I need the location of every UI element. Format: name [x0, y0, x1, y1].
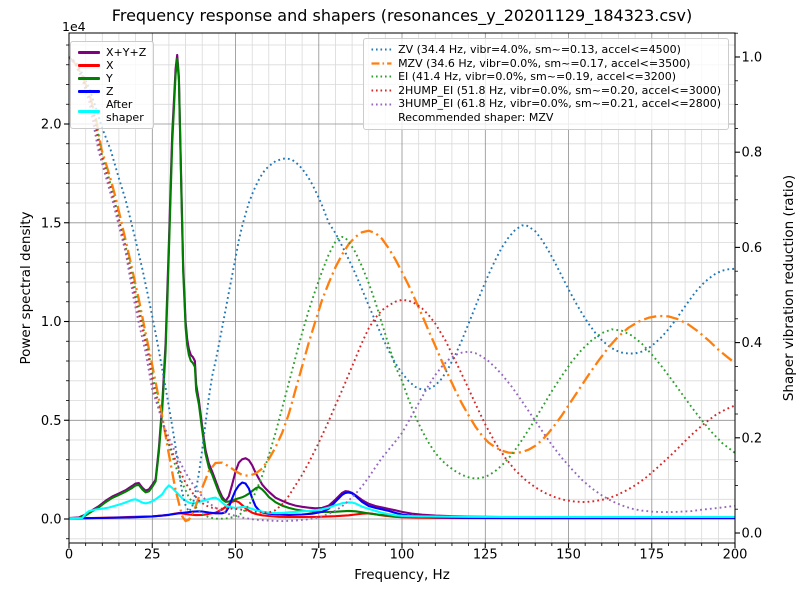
- legend-swatch-z: [78, 90, 100, 93]
- y-right-tick-label: 0.2: [742, 431, 763, 446]
- y-left-tick-label: 0.5: [41, 414, 62, 429]
- legend-item-y: Y: [78, 72, 146, 85]
- shaper-legend: ZV (34.4 Hz, vibr=4.0%, sm~=0.13, accel<…: [363, 38, 729, 130]
- curve-zv: [68, 56, 736, 513]
- legend-footer-label: Recommended shaper: MZV: [398, 110, 554, 124]
- psd-curves: [68, 53, 735, 520]
- curve-3hump_ei: [68, 56, 736, 523]
- y-right-tick-label: 1.0: [742, 50, 763, 65]
- legend-label: X+Y+Z: [106, 46, 147, 59]
- y-right-tick-label: 0.4: [742, 336, 763, 351]
- x-tick-label: 25: [144, 548, 161, 563]
- y-axis-label-right: Shaper vibration reduction (ratio): [781, 175, 797, 401]
- curve-after-shaper: [68, 484, 735, 520]
- legend-item-z: Z: [78, 85, 146, 98]
- legend-swatch-zv: [371, 48, 392, 51]
- x-tick-label: 125: [473, 548, 498, 563]
- legend-label: X: [106, 59, 114, 72]
- curve-y: [68, 57, 735, 520]
- legend-item-zv: ZV (34.4 Hz, vibr=4.0%, sm~=0.13, accel<…: [371, 43, 721, 57]
- legend-footer-recommended-shaper: Recommended shaper: MZV: [371, 111, 721, 125]
- y-right-tick-label: 0.0: [742, 527, 763, 542]
- y-axis-offset-text: 1e4: [62, 19, 86, 34]
- y-left-tick-label: 1.5: [41, 216, 62, 231]
- legend-swatch-mzv: [371, 62, 392, 65]
- legend-label: EI (41.4 Hz, vibr=0.0%, sm~=0.19, accel<…: [398, 70, 677, 84]
- legend-label: After shaper: [106, 98, 144, 124]
- curve-x+y+z: [68, 53, 735, 520]
- legend-label: MZV (34.6 Hz, vibr=0.0%, sm~=0.17, accel…: [398, 56, 691, 70]
- legend-label: Y: [106, 72, 113, 85]
- legend-swatch-x: [78, 64, 100, 67]
- chart-title: Frequency response and shapers (resonanc…: [112, 6, 692, 26]
- legend-swatch-y: [78, 77, 100, 80]
- y-left-tick-label: 0.0: [41, 513, 62, 528]
- curve-mzv: [68, 56, 736, 523]
- legend-item-2hump_ei: 2HUMP_EI (51.8 Hz, vibr=0.0%, sm~=0.20, …: [371, 84, 721, 98]
- legend-label: ZV (34.4 Hz, vibr=4.0%, sm~=0.13, accel<…: [398, 43, 681, 56]
- y-left-tick-label: 1.0: [41, 315, 62, 330]
- legend-label: 2HUMP_EI (51.8 Hz, vibr=0.0%, sm~=0.20, …: [398, 83, 721, 97]
- legend-swatch-spacer: [371, 117, 392, 118]
- y-right-tick-label: 0.6: [742, 241, 763, 256]
- legend-item-x+y+z: X+Y+Z: [78, 46, 146, 59]
- legend-swatch-after-shaper: [78, 109, 100, 113]
- x-tick-label: 0: [65, 548, 73, 563]
- psd-legend: X+Y+Z X Y Z After shaper: [70, 41, 155, 129]
- x-tick-label: 50: [227, 548, 244, 563]
- legend-swatch-x+y+z: [78, 51, 100, 54]
- x-tick-label: 75: [310, 548, 327, 563]
- x-tick-label: 150: [556, 548, 581, 563]
- legend-swatch-ei: [371, 75, 392, 78]
- legend-item-mzv: MZV (34.6 Hz, vibr=0.0%, sm~=0.17, accel…: [371, 57, 721, 71]
- x-tick-label: 175: [639, 548, 664, 563]
- legend-label: Z: [106, 85, 114, 98]
- x-tick-label: 100: [390, 548, 415, 563]
- legend-swatch-2hump_ei: [371, 89, 392, 92]
- legend-item-3hump_ei: 3HUMP_EI (61.8 Hz, vibr=0.0%, sm~=0.21, …: [371, 97, 721, 111]
- legend-item-ei: EI (41.4 Hz, vibr=0.0%, sm~=0.19, accel<…: [371, 70, 721, 84]
- axes-frame-and-ticks: 0 25 50 75 100 125 150 175 200 0.0 0.5 1.0 1.5 2.0 0.0…: [41, 32, 763, 563]
- y-left-tick-label: 2.0: [41, 118, 62, 133]
- y-axis-label-left: Power spectral density: [18, 211, 34, 364]
- y-right-tick-label: 0.8: [742, 146, 763, 161]
- x-axis-label: Frequency, Hz: [354, 567, 450, 583]
- legend-swatch-3hump_ei: [371, 103, 392, 106]
- legend-item-after-shaper: After shaper: [78, 98, 146, 124]
- legend-label: 3HUMP_EI (61.8 Hz, vibr=0.0%, sm~=0.21, …: [398, 97, 721, 111]
- shaper-curves: [68, 56, 736, 523]
- x-tick-label: 200: [723, 548, 748, 563]
- legend-item-x: X: [78, 59, 146, 72]
